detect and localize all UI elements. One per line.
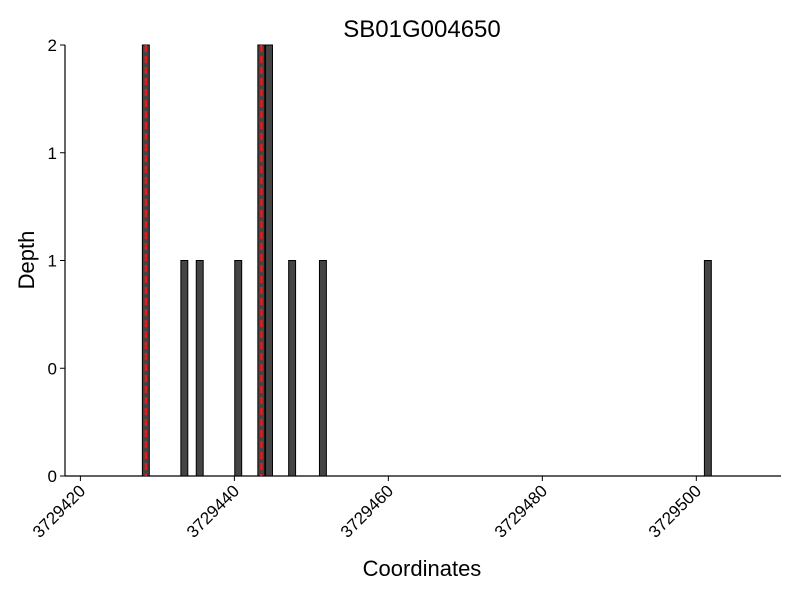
bar	[195, 260, 204, 477]
y-tick-label: 2	[48, 36, 57, 55]
y-tick-label: 1	[48, 252, 57, 271]
x-tick-label: 3729440	[183, 481, 243, 541]
x-tick-label: 3729480	[491, 481, 551, 541]
x-tick-label: 3729460	[337, 481, 397, 541]
y-tick-label: 1	[48, 144, 57, 163]
y-tick-label: 0	[48, 359, 57, 378]
x-tick-label: 3729420	[29, 481, 89, 541]
chart-title: SB01G004650	[343, 16, 500, 43]
bar	[288, 260, 297, 477]
bar	[234, 260, 243, 477]
y-tick-label: 0	[48, 467, 57, 486]
x-axis-label: Coordinates	[363, 556, 482, 581]
x-tick-label: 3729500	[645, 481, 705, 541]
bar	[318, 260, 327, 477]
bar	[703, 260, 712, 477]
y-axis-label: Depth	[14, 231, 39, 290]
bar	[265, 44, 273, 477]
bar	[180, 260, 189, 477]
